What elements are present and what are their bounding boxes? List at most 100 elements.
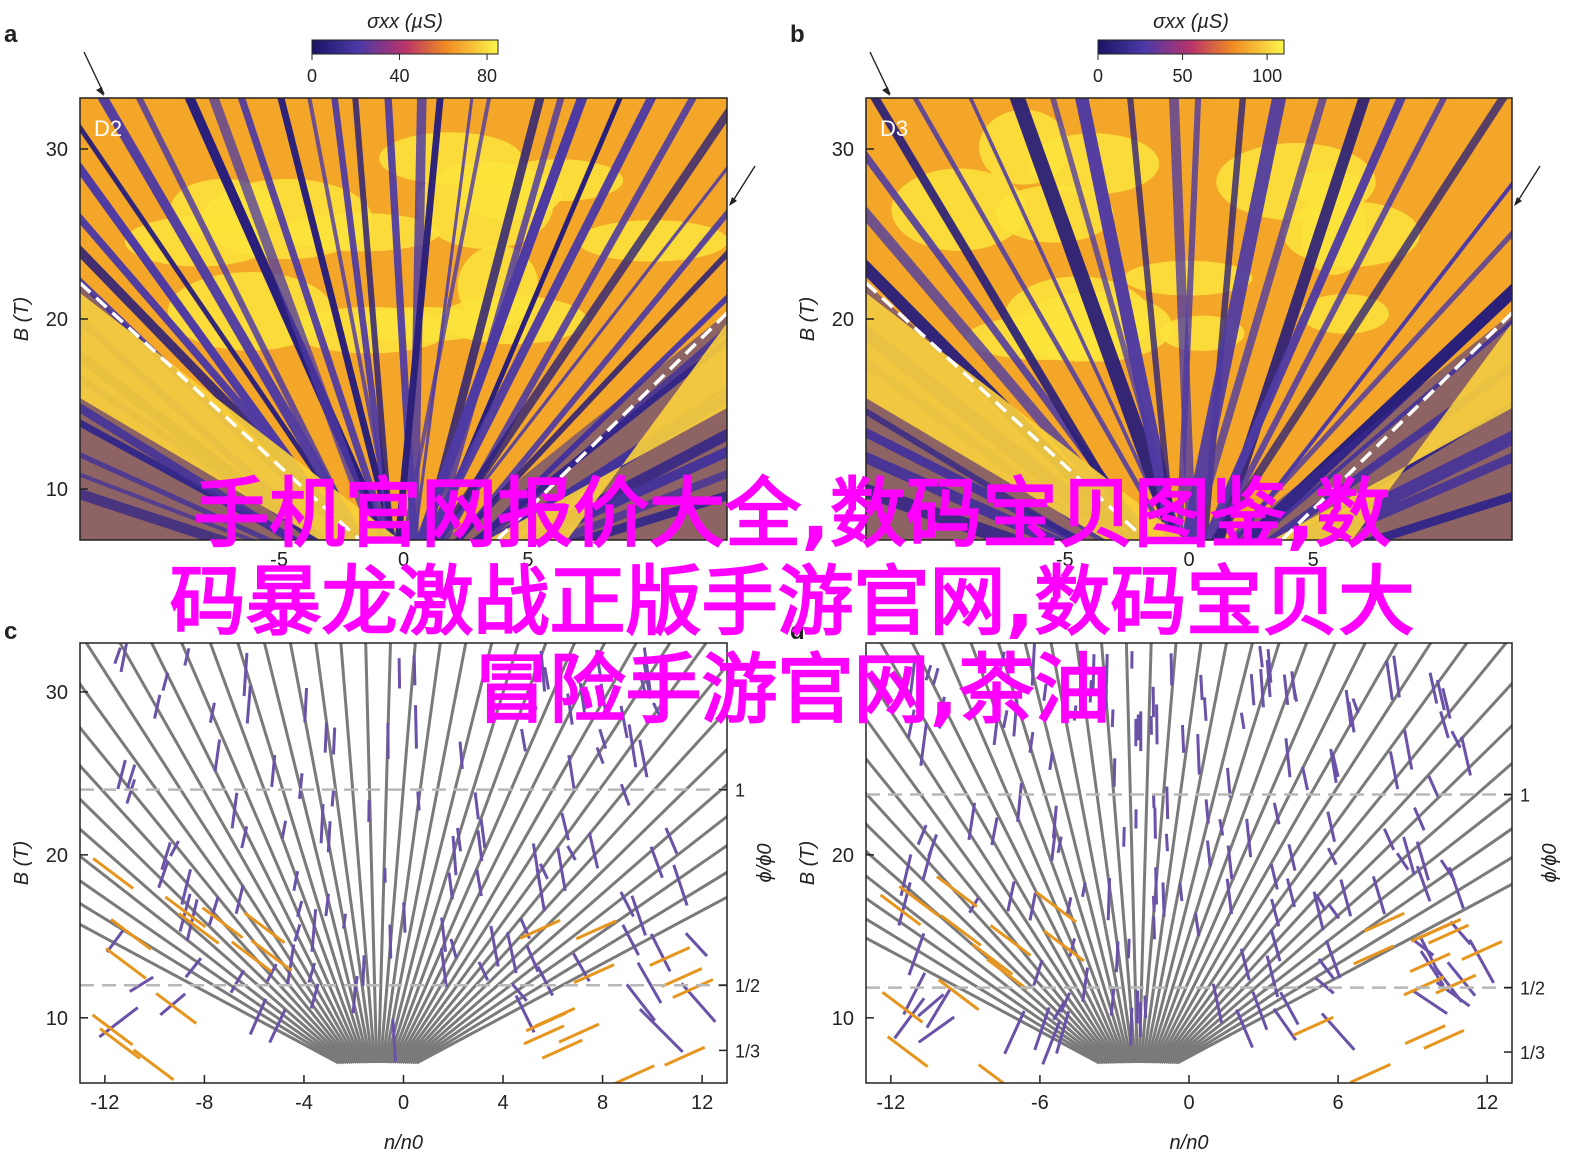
orange-segment (243, 911, 286, 945)
gap-segment (1265, 660, 1272, 698)
gap-segment (1439, 859, 1456, 882)
gap-segment (566, 845, 577, 861)
landau-level-line (409, 814, 727, 1065)
heatmap-streak (1227, 229, 1512, 540)
arrow-marker (1515, 165, 1541, 205)
gap-segment (361, 955, 366, 987)
gap-segment (539, 650, 547, 692)
orange-segment (986, 957, 1028, 991)
gap-segment (638, 671, 648, 695)
y-tick-label: 10 (46, 479, 68, 501)
heatmap-streak (1127, 98, 1176, 540)
gap-segment (1194, 912, 1201, 937)
orange-segment (613, 1064, 655, 1083)
gap-segment (1385, 660, 1394, 701)
gap-segment (1104, 689, 1108, 710)
gap-segment (1122, 827, 1126, 847)
landau-level-line (1153, 643, 1367, 1064)
landau-level-line (1023, 643, 1131, 1064)
gap-segment (119, 643, 128, 673)
arrow-marker (730, 165, 756, 205)
sample-label: D3 (880, 116, 908, 141)
y-tick-label: 20 (832, 309, 854, 331)
heatmap-streak (870, 98, 1145, 540)
gap-segment (1199, 674, 1204, 701)
gap-segment (638, 739, 649, 778)
gap-segment (1065, 896, 1073, 915)
landau-level-line (236, 643, 369, 1064)
gap-segment (525, 944, 540, 973)
heatmap-yellow-region (281, 213, 441, 252)
gap-segment (1211, 983, 1224, 1024)
gap-segment (1059, 992, 1072, 1013)
gap-segment (902, 972, 927, 1016)
landau-level-line (1137, 643, 1153, 1064)
landau-level-line (314, 643, 375, 1064)
orange-segment (541, 1038, 583, 1060)
gap-segment (1251, 991, 1269, 1031)
gap-segment (1433, 965, 1463, 1003)
x-tick-label: 6 (1333, 1092, 1344, 1114)
x-tick-label: -5 (1056, 549, 1074, 571)
gap-segment (207, 896, 220, 926)
orange-segment (1353, 944, 1395, 966)
gap-segment (1081, 967, 1089, 1002)
gap-segment (1395, 852, 1410, 871)
gap-segment (1388, 751, 1400, 790)
right-axis-label: ϕ/ϕ0 (754, 844, 776, 883)
gap-segment (619, 891, 635, 918)
y-axis-label: B (T) (797, 841, 819, 885)
gap-segment (1110, 709, 1115, 728)
gap-segment (1151, 895, 1156, 912)
gap-segment (342, 913, 347, 929)
gap-segment (1450, 730, 1462, 749)
panel-d: d -12 -6 0 6 12 n/n0 10 20 B (T) 1 1/2 1/3 ϕ/ϕ0 (790, 618, 1561, 1154)
y-tick-label: 10 (832, 1008, 854, 1030)
gap-segment (1279, 991, 1300, 1026)
dashed-boundary-left (866, 281, 1148, 540)
gap-segment (184, 957, 203, 979)
arrow-marker (869, 51, 891, 95)
gap-segment (1317, 958, 1336, 981)
gap-segment (248, 998, 268, 1036)
x-tick-label: 12 (691, 1092, 713, 1114)
x-tick-label: 12 (1476, 1092, 1498, 1114)
gap-segment (234, 885, 245, 915)
gap-segment (642, 647, 652, 691)
colorbar-label: σxx (µS) (1153, 11, 1229, 33)
gap-segment (1178, 882, 1184, 902)
heatmap-streak (423, 98, 657, 540)
gap-segment (990, 817, 999, 846)
heatmap-streak (408, 98, 427, 540)
gap-segment (1468, 939, 1495, 984)
y-tick-label: 20 (46, 309, 68, 331)
gap-segment (440, 917, 448, 952)
orange-segment (164, 895, 207, 929)
sample-label: D2 (94, 116, 122, 141)
gap-segment (510, 982, 528, 1002)
landau-level-line (80, 763, 352, 1065)
orange-segment (91, 1013, 134, 1047)
gap-segment (1272, 1007, 1298, 1041)
gap-segment (1287, 844, 1297, 872)
orange-segment (155, 992, 198, 1025)
gap-segment (153, 694, 162, 719)
landau-level-line (1145, 643, 1254, 1064)
gap-segment (116, 759, 127, 790)
gap-segment (1088, 680, 1093, 703)
landau-level-line (377, 643, 392, 1064)
heatmap-streak (1210, 98, 1448, 540)
gap-segment (567, 754, 576, 792)
colorbar-tick-label: 40 (390, 66, 410, 86)
gap-segment (388, 924, 393, 959)
dashed-boundary-right (1280, 311, 1512, 540)
orange-segment (1035, 890, 1078, 924)
y-axis-label: B (T) (797, 297, 819, 341)
x-tick-label: 0 (1183, 549, 1194, 571)
landau-level-line (1100, 643, 1137, 1064)
landau-level-line (1156, 643, 1399, 1064)
y-tick-label: 30 (46, 682, 68, 704)
gap-segment (1204, 799, 1210, 824)
gap-segment (1347, 701, 1356, 733)
